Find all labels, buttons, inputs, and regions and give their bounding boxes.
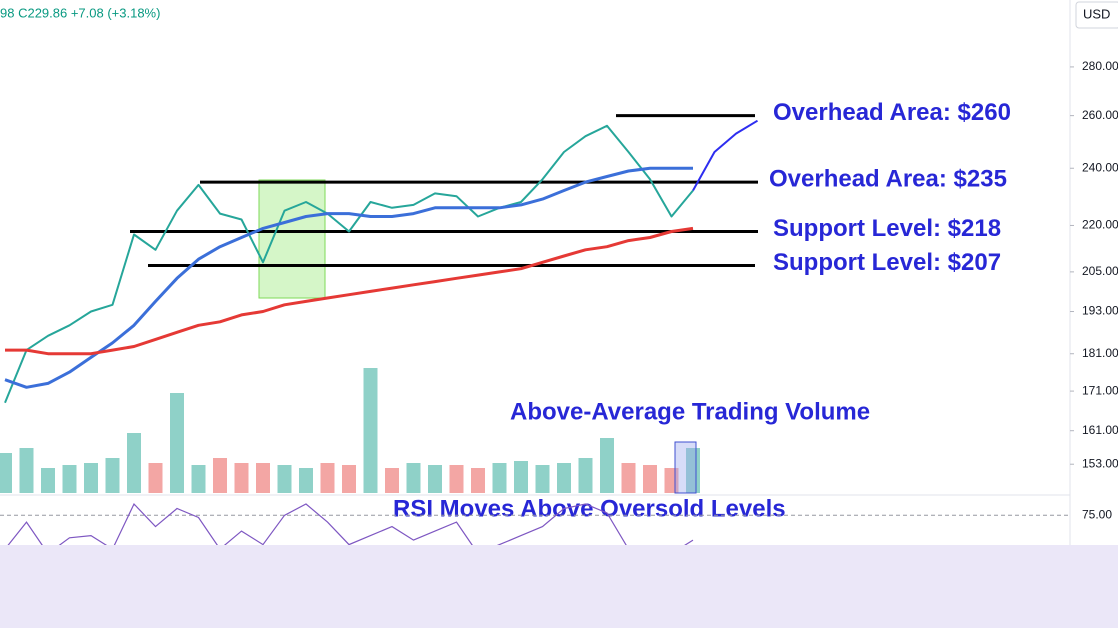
- volume-bar: [277, 465, 292, 493]
- volume-bar: [557, 463, 571, 493]
- currency-button[interactable]: [1075, 1, 1118, 29]
- volume-bar: [535, 465, 550, 493]
- volume-bar: [41, 468, 55, 493]
- price-line: [4, 124, 694, 404]
- level-label: Support Level: $207: [773, 249, 1001, 276]
- volume-bar: [320, 463, 335, 493]
- rsi-tick-label: 75.00: [1082, 507, 1112, 521]
- y-tick-label: 205.00: [1082, 264, 1118, 278]
- y-tick-label: 193.00: [1082, 304, 1118, 318]
- y-tick-label: 280.00: [1082, 59, 1118, 73]
- volume-bar: [84, 463, 98, 493]
- lower-pane-overlay: [0, 545, 1118, 628]
- volume-bar: [363, 368, 378, 493]
- volume-bar: [449, 465, 464, 493]
- volume-bar: [256, 463, 270, 493]
- annotation: RSI Moves Above Oversold Levels: [393, 495, 786, 522]
- volume-bar: [213, 458, 227, 493]
- volume-bar: [342, 465, 356, 493]
- volume-bar: [514, 461, 528, 493]
- y-tick-label: 240.00: [1082, 160, 1118, 174]
- volume-bar: [127, 433, 141, 493]
- level-label: Overhead Area: $235: [769, 165, 1007, 192]
- y-tick-label: 153.00: [1082, 456, 1118, 470]
- y-tick-label: 220.00: [1082, 218, 1118, 232]
- level-label: Support Level: $218: [773, 215, 1001, 242]
- rsi-line: [4, 502, 694, 562]
- volume-bar: [170, 393, 184, 493]
- volume-bar: [643, 465, 657, 493]
- price-line: [692, 119, 759, 191]
- currency[interactable]: USD: [1083, 6, 1110, 21]
- volume-bar: [578, 458, 593, 493]
- y-tick-label: 161.00: [1082, 423, 1118, 437]
- volume-bar: [428, 465, 442, 493]
- volume-bar: [19, 448, 34, 493]
- level-label: Overhead Area: $260: [773, 99, 1011, 126]
- volume-bar: [62, 465, 77, 493]
- y-tick-label: 181.00: [1082, 346, 1118, 360]
- price-header: 98 C229.86 +7.08 (+3.18%): [0, 5, 160, 20]
- price-line: [4, 166, 693, 389]
- volume-bar: [299, 468, 313, 493]
- volume-bar: [191, 465, 206, 493]
- y-tick-label: 171.00: [1082, 383, 1118, 397]
- y-tick-label: 260.00: [1082, 108, 1118, 122]
- volume-bar: [0, 453, 12, 493]
- highlight-box: [258, 179, 326, 299]
- volume-bar: [621, 463, 636, 493]
- volume-highlight: [674, 441, 697, 494]
- annotation: Above-Average Trading Volume: [510, 398, 870, 425]
- price-line: [5, 226, 694, 356]
- volume-bar: [105, 458, 120, 493]
- volume-bar: [234, 463, 249, 493]
- volume-bar: [471, 468, 485, 493]
- volume-bar: [600, 438, 614, 493]
- volume-bar: [385, 468, 399, 493]
- volume-bar: [148, 463, 163, 493]
- volume-bar: [492, 463, 507, 493]
- volume-bar: [406, 463, 421, 493]
